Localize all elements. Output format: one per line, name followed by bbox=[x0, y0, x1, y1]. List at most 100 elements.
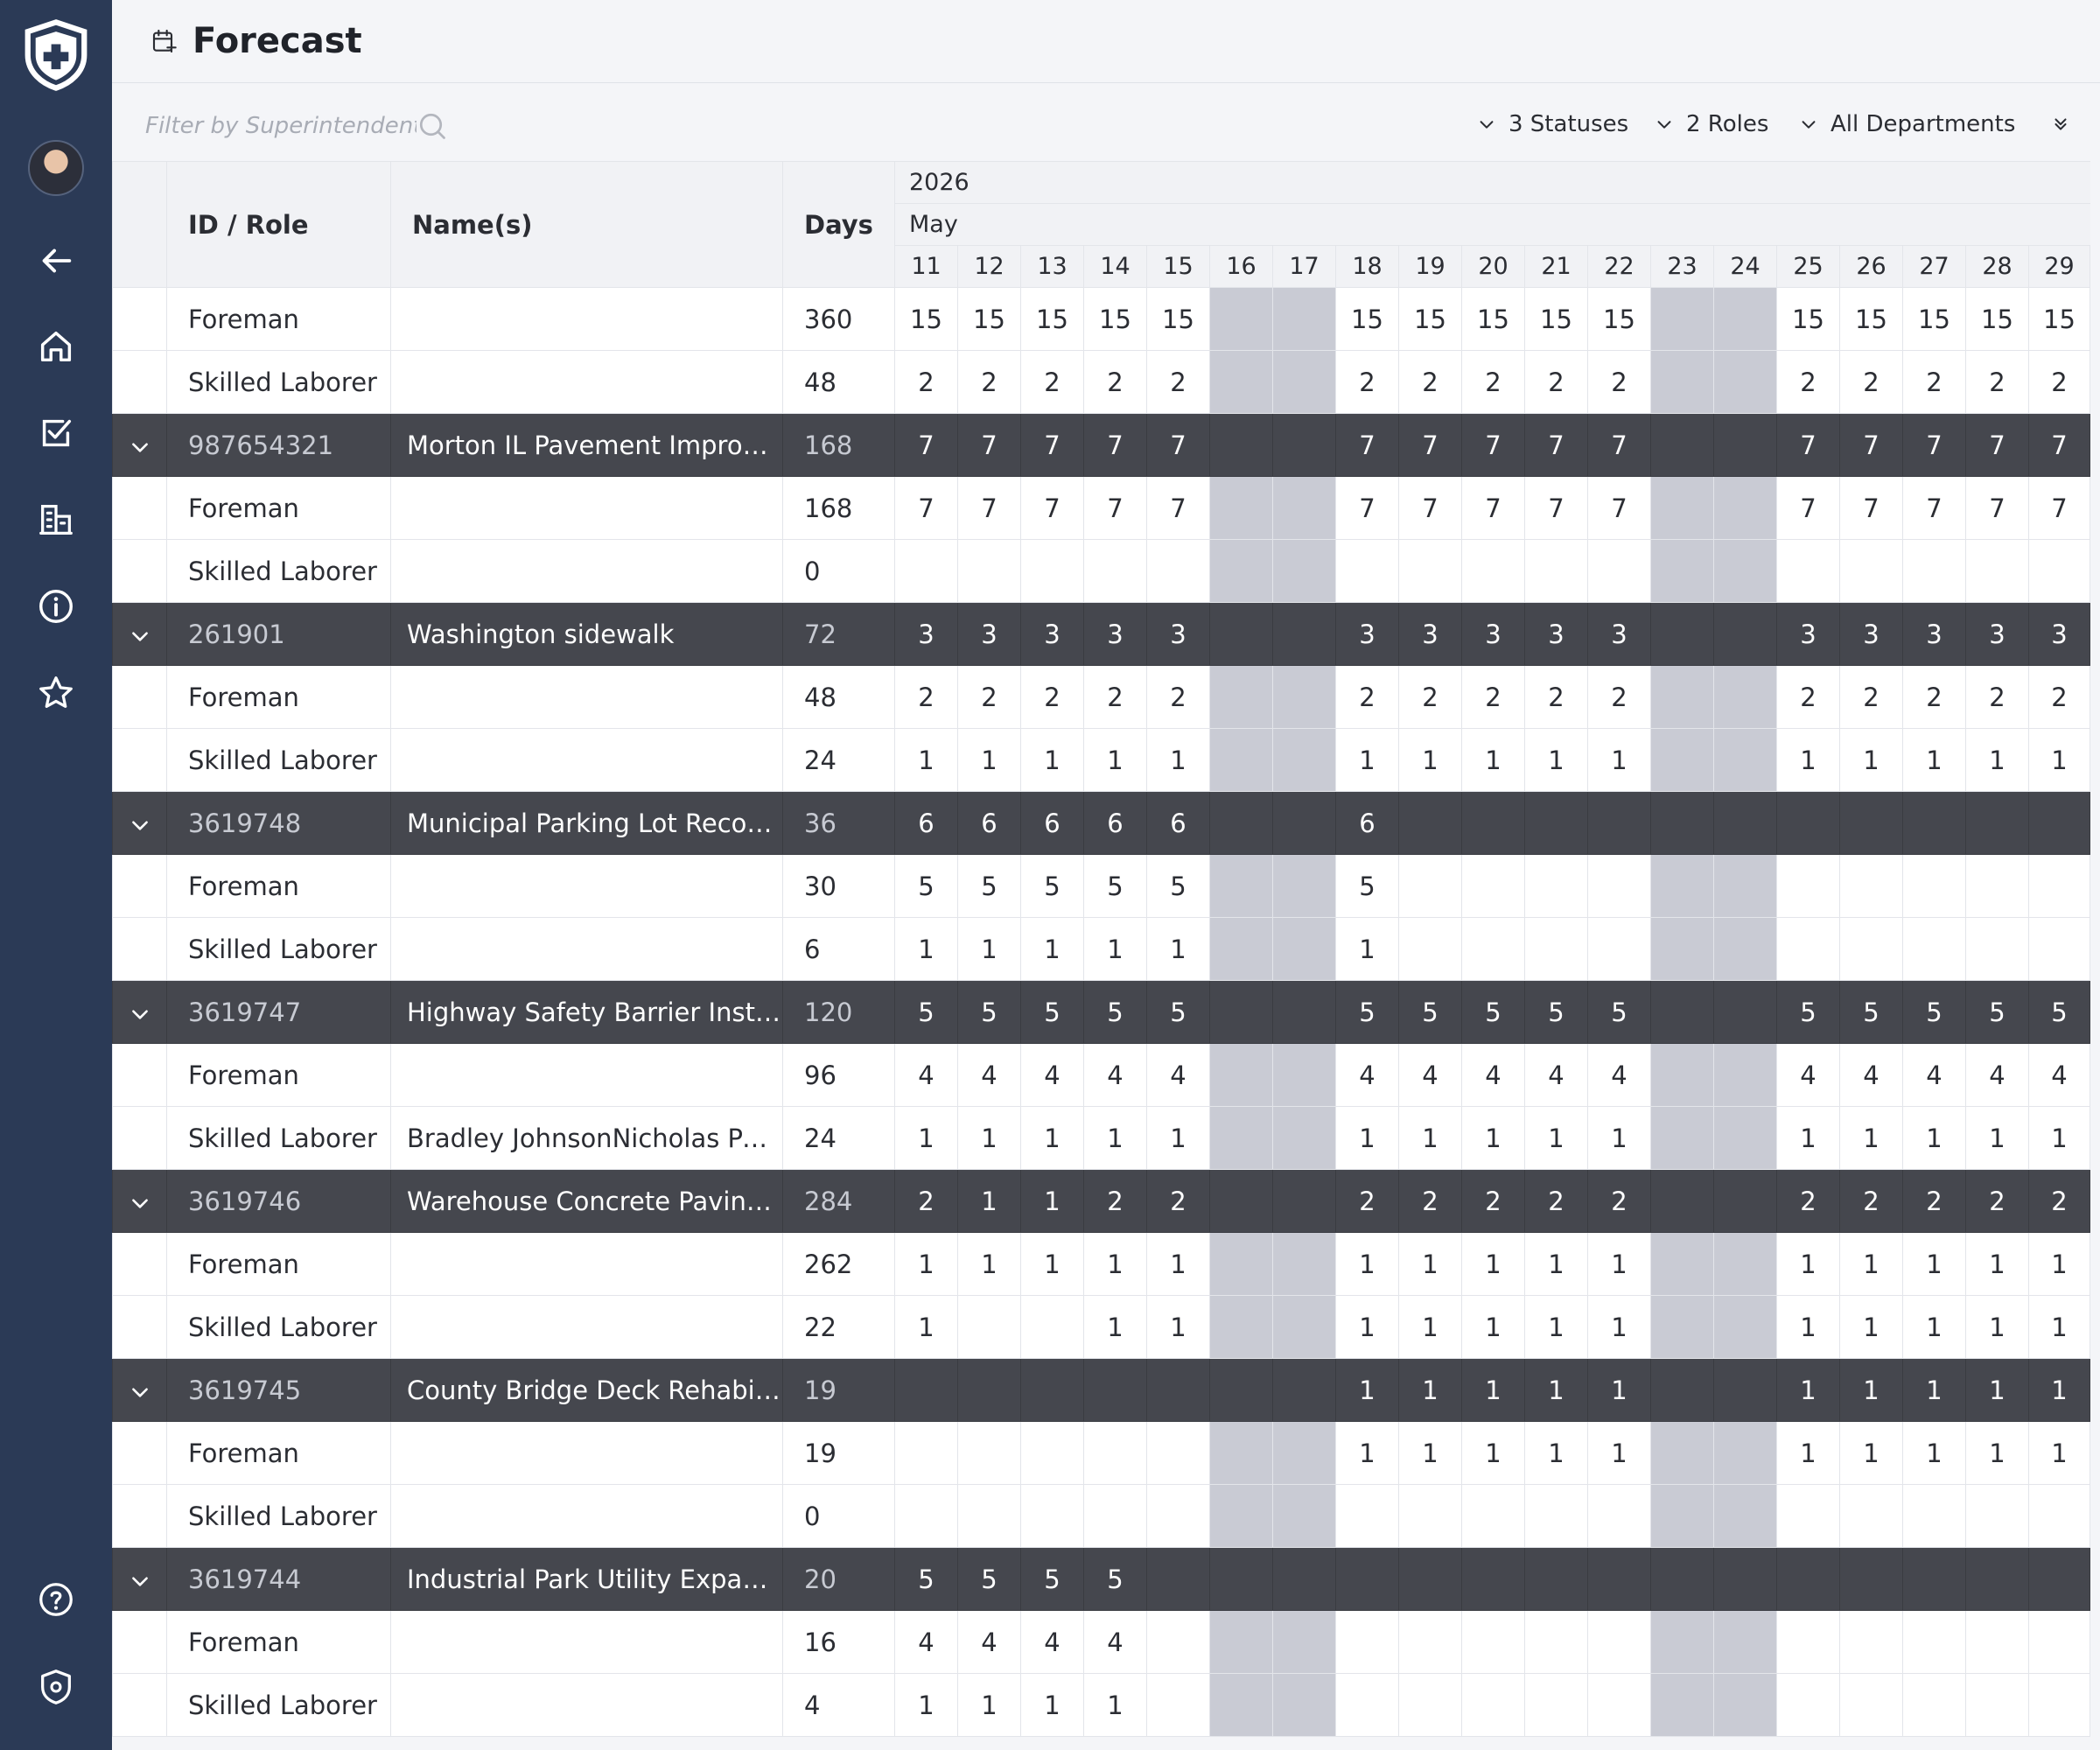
weekend-day-cell[interactable] bbox=[1272, 1484, 1336, 1548]
weekend-day-cell[interactable] bbox=[1713, 476, 1777, 540]
day-value-cell[interactable]: 4 bbox=[1776, 1043, 1840, 1107]
day-value-cell[interactable] bbox=[1524, 1610, 1588, 1674]
day-value-cell[interactable]: 4 bbox=[1965, 1043, 2029, 1107]
day-value-cell[interactable]: 1 bbox=[1083, 917, 1147, 981]
day-value-cell[interactable]: 5 bbox=[894, 854, 958, 918]
day-value-cell[interactable]: 1 bbox=[1587, 1358, 1651, 1422]
day-value-cell[interactable]: 1 bbox=[1146, 1106, 1210, 1170]
weekend-day-cell[interactable] bbox=[1209, 1106, 1273, 1170]
weekend-day-cell[interactable] bbox=[1713, 917, 1777, 981]
day-value-cell[interactable]: 2 bbox=[1776, 350, 1840, 414]
day-value-cell[interactable] bbox=[1398, 1547, 1462, 1611]
weekend-day-cell[interactable] bbox=[1713, 539, 1777, 603]
day-value-cell[interactable]: 4 bbox=[1020, 1043, 1084, 1107]
day-value-cell[interactable]: 1 bbox=[1335, 917, 1399, 981]
day-value-cell[interactable] bbox=[1020, 1421, 1084, 1485]
day-value-cell[interactable]: 5 bbox=[1335, 980, 1399, 1044]
day-value-cell[interactable]: 4 bbox=[1587, 1043, 1651, 1107]
day-value-cell[interactable]: 1 bbox=[1839, 1421, 1903, 1485]
collapse-all-button[interactable] bbox=[2051, 107, 2082, 142]
day-value-cell[interactable]: 15 bbox=[1587, 287, 1651, 351]
day-value-cell[interactable]: 3 bbox=[1524, 602, 1588, 666]
day-value-cell[interactable] bbox=[1461, 854, 1525, 918]
day-value-cell[interactable] bbox=[1083, 1484, 1147, 1548]
day-value-cell[interactable] bbox=[1902, 539, 1966, 603]
day-value-cell[interactable]: 2 bbox=[1524, 665, 1588, 729]
day-value-cell[interactable]: 6 bbox=[1083, 791, 1147, 855]
day-value-cell[interactable] bbox=[1146, 1610, 1210, 1674]
day-value-cell[interactable]: 5 bbox=[1839, 980, 1903, 1044]
day-value-cell[interactable]: 7 bbox=[1398, 413, 1462, 477]
day-value-cell[interactable] bbox=[894, 1421, 958, 1485]
weekend-day-cell[interactable] bbox=[1650, 1547, 1714, 1611]
day-value-cell[interactable] bbox=[1398, 1484, 1462, 1548]
day-value-cell[interactable]: 1 bbox=[1398, 728, 1462, 792]
day-value-cell[interactable]: 7 bbox=[957, 413, 1021, 477]
day-value-cell[interactable] bbox=[1587, 539, 1651, 603]
day-value-cell[interactable]: 1 bbox=[1839, 1358, 1903, 1422]
nav-info[interactable] bbox=[0, 571, 112, 641]
weekend-day-cell[interactable] bbox=[1209, 1043, 1273, 1107]
day-value-cell[interactable]: 1 bbox=[957, 1106, 1021, 1170]
day-value-cell[interactable] bbox=[1776, 917, 1840, 981]
days-column-header[interactable]: Days bbox=[782, 161, 895, 288]
day-value-cell[interactable] bbox=[1020, 539, 1084, 603]
day-value-cell[interactable] bbox=[1587, 1484, 1651, 1548]
weekend-day-cell[interactable] bbox=[1650, 1358, 1714, 1422]
day-value-cell[interactable]: 1 bbox=[1776, 1106, 1840, 1170]
day-value-cell[interactable] bbox=[1839, 1610, 1903, 1674]
day-value-cell[interactable]: 2 bbox=[1839, 350, 1903, 414]
day-value-cell[interactable]: 15 bbox=[1902, 287, 1966, 351]
day-value-cell[interactable]: 1 bbox=[1461, 1358, 1525, 1422]
day-value-cell[interactable] bbox=[1146, 1673, 1210, 1737]
user-avatar[interactable] bbox=[0, 133, 112, 203]
day-value-cell[interactable]: 2 bbox=[1020, 350, 1084, 414]
day-value-cell[interactable]: 1 bbox=[1776, 1295, 1840, 1359]
weekend-day-cell[interactable] bbox=[1209, 350, 1273, 414]
weekend-day-cell[interactable] bbox=[1650, 854, 1714, 918]
day-value-cell[interactable] bbox=[957, 1295, 1021, 1359]
day-value-cell[interactable]: 15 bbox=[894, 287, 958, 351]
day-value-cell[interactable]: 1 bbox=[1398, 1232, 1462, 1296]
day-value-cell[interactable] bbox=[1965, 791, 2029, 855]
day-value-cell[interactable]: 1 bbox=[1335, 1295, 1399, 1359]
day-value-cell[interactable]: 4 bbox=[1335, 1043, 1399, 1107]
day-value-cell[interactable]: 1 bbox=[1839, 1295, 1903, 1359]
weekend-day-cell[interactable] bbox=[1272, 413, 1336, 477]
day-value-cell[interactable] bbox=[1020, 1295, 1084, 1359]
weekend-day-cell[interactable] bbox=[1272, 1043, 1336, 1107]
day-value-cell[interactable]: 4 bbox=[1524, 1043, 1588, 1107]
day-value-cell[interactable]: 1 bbox=[1776, 1232, 1840, 1296]
day-value-cell[interactable]: 1 bbox=[1902, 728, 1966, 792]
weekend-day-cell[interactable] bbox=[1209, 1421, 1273, 1485]
day-value-cell[interactable]: 3 bbox=[1587, 602, 1651, 666]
day-value-cell[interactable]: 5 bbox=[1335, 854, 1399, 918]
day-value-cell[interactable]: 1 bbox=[1083, 728, 1147, 792]
day-value-cell[interactable] bbox=[1524, 1547, 1588, 1611]
day-value-cell[interactable]: 5 bbox=[957, 854, 1021, 918]
day-value-cell[interactable]: 7 bbox=[2027, 476, 2091, 540]
weekend-day-cell[interactable] bbox=[1713, 287, 1777, 351]
day-value-cell[interactable]: 7 bbox=[1146, 476, 1210, 540]
day-value-cell[interactable]: 2 bbox=[1146, 350, 1210, 414]
weekend-day-cell[interactable] bbox=[1650, 917, 1714, 981]
day-value-cell[interactable]: 5 bbox=[894, 980, 958, 1044]
day-value-cell[interactable] bbox=[1524, 854, 1588, 918]
expand-toggle[interactable] bbox=[112, 602, 167, 666]
day-value-cell[interactable]: 15 bbox=[1839, 287, 1903, 351]
day-value-cell[interactable]: 1 bbox=[2027, 1295, 2091, 1359]
day-value-cell[interactable]: 5 bbox=[1020, 980, 1084, 1044]
nav-home[interactable] bbox=[0, 312, 112, 382]
statuses-dropdown[interactable]: 3 Statuses bbox=[1477, 107, 1628, 142]
day-value-cell[interactable] bbox=[1146, 539, 1210, 603]
day-value-cell[interactable] bbox=[1398, 1673, 1462, 1737]
project-row[interactable]: 3619747 Highway Safety Barrier Install...… bbox=[112, 980, 2091, 1044]
day-value-cell[interactable] bbox=[957, 1421, 1021, 1485]
day-value-cell[interactable] bbox=[1965, 1484, 2029, 1548]
day-value-cell[interactable]: 7 bbox=[1524, 476, 1588, 540]
weekend-day-cell[interactable] bbox=[1650, 476, 1714, 540]
day-value-cell[interactable]: 15 bbox=[1083, 287, 1147, 351]
day-value-cell[interactable]: 1 bbox=[1965, 1295, 2029, 1359]
day-value-cell[interactable]: 1 bbox=[1587, 1232, 1651, 1296]
day-value-cell[interactable]: 7 bbox=[1965, 413, 2029, 477]
